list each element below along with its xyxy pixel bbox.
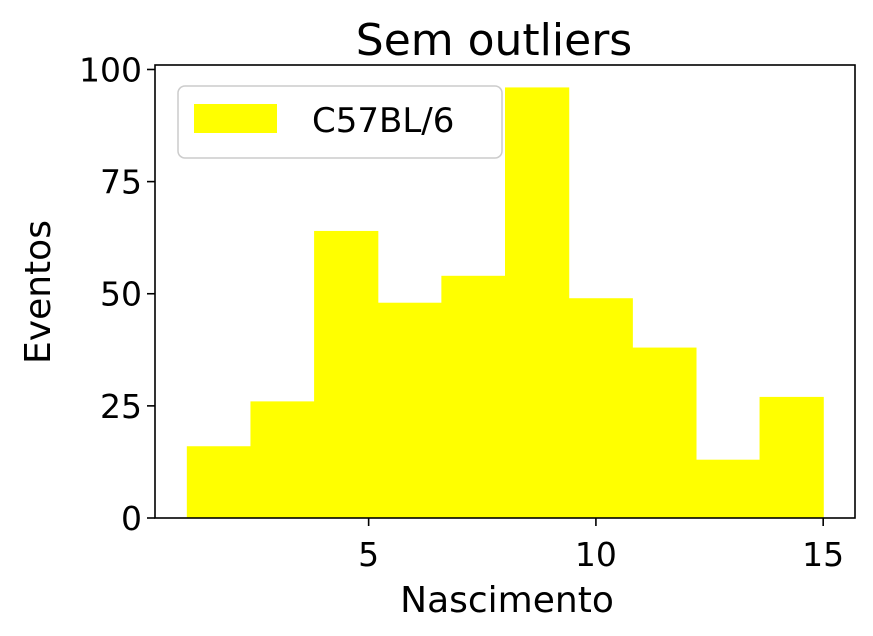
chart-title: Sem outliers [356, 15, 632, 66]
histogram-bar [377, 302, 442, 518]
histogram-bar [186, 446, 252, 518]
y-axis-label: Eventos [18, 220, 59, 364]
legend-label: C57BL/6 [312, 101, 454, 141]
histogram-bar [759, 396, 824, 518]
y-tick-label: 25 [100, 387, 142, 426]
x-tick-label: 15 [802, 535, 844, 574]
y-tick-label: 75 [100, 163, 142, 202]
histogram-bar [632, 347, 697, 518]
y-tick-label: 50 [100, 275, 142, 314]
x-axis-label: Nascimento [400, 580, 614, 621]
x-tick-label: 5 [358, 535, 379, 574]
x-axis-ticks: 5 10 15 [358, 518, 844, 574]
bars-group [186, 87, 824, 518]
histogram-bar [441, 275, 506, 518]
y-tick-label: 100 [79, 50, 142, 89]
histogram-bar [568, 298, 633, 518]
plot-frame [154, 64, 856, 519]
legend-swatch [194, 104, 277, 133]
histogram-bar [314, 230, 379, 518]
histogram-bar [505, 87, 570, 518]
legend: C57BL/6 [177, 85, 503, 159]
y-axis-ticks: 0 25 50 75 100 [79, 50, 155, 538]
histogram-bar [695, 459, 761, 518]
y-tick-label: 0 [121, 499, 142, 538]
histogram-bar [250, 401, 315, 518]
x-tick-label: 10 [575, 535, 617, 574]
